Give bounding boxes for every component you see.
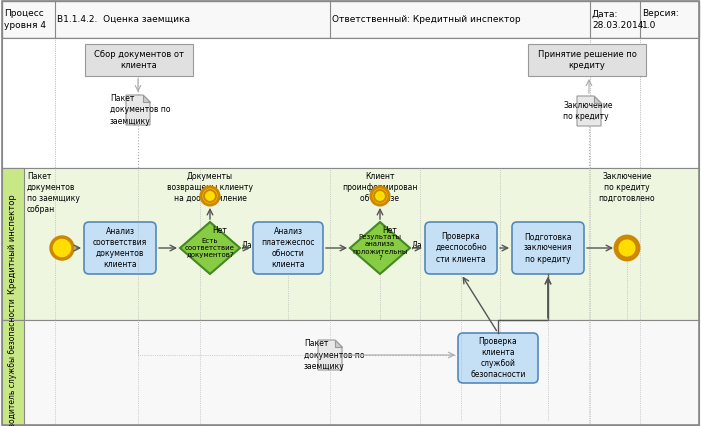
Text: B1.1.4.2.  Оценка заемщика: B1.1.4.2. Оценка заемщика: [57, 15, 190, 24]
Circle shape: [616, 237, 638, 259]
Bar: [2, 1, 699, 38]
Text: Анализ
соответствия
документов
клиента: Анализ соответствия документов клиента: [93, 227, 147, 269]
Polygon shape: [180, 222, 240, 274]
Text: Проверка
клиента
службой
безопасности: Проверка клиента службой безопасности: [470, 337, 526, 379]
FancyBboxPatch shape: [425, 222, 497, 274]
Text: Нет: Нет: [212, 226, 227, 235]
FancyBboxPatch shape: [458, 333, 538, 383]
Text: Пакет
документов по
заемщику: Пакет документов по заемщику: [304, 340, 365, 371]
Bar: [2, 38, 699, 168]
FancyBboxPatch shape: [512, 222, 584, 274]
Polygon shape: [318, 340, 342, 370]
Text: Проверка
дееспособно
сти клиента: Проверка дееспособно сти клиента: [435, 233, 486, 264]
FancyBboxPatch shape: [84, 222, 156, 274]
Circle shape: [371, 187, 389, 205]
Text: Пакет
документов
по заемщику
собран: Пакет документов по заемщику собран: [27, 172, 80, 214]
Bar: [2, 320, 699, 425]
Polygon shape: [143, 95, 150, 102]
Text: Процесс
уровня 4: Процесс уровня 4: [4, 9, 46, 29]
Text: Дата:
28.03.2014: Дата: 28.03.2014: [592, 9, 644, 29]
Text: Версия:
1.0: Версия: 1.0: [642, 9, 679, 29]
Text: Руководитель службы безопасности: Руководитель службы безопасности: [8, 299, 18, 426]
Text: Анализ
платежеспос
обности
клиента: Анализ платежеспос обности клиента: [261, 227, 315, 269]
Text: Принятие решение по
кредиту: Принятие решение по кредиту: [538, 50, 637, 70]
Polygon shape: [126, 95, 150, 125]
Polygon shape: [335, 340, 342, 347]
Polygon shape: [350, 222, 410, 274]
FancyBboxPatch shape: [253, 222, 323, 274]
Text: Есть
соответствие
документов?: Есть соответствие документов?: [185, 238, 235, 258]
Circle shape: [51, 237, 73, 259]
Bar: [2, 168, 699, 320]
Bar: [528, 44, 646, 76]
Bar: [2, 320, 24, 425]
Text: Кредитный инспектор: Кредитный инспектор: [8, 194, 18, 294]
Text: Клиент
проинформирован
об отказе: Клиент проинформирован об отказе: [342, 172, 418, 203]
Text: Заключение
по кредиту
подготовлено: Заключение по кредиту подготовлено: [599, 172, 655, 203]
Bar: [85, 44, 193, 76]
Text: Заключение
по кредиту: Заключение по кредиту: [563, 101, 613, 121]
Text: Нет: Нет: [382, 226, 397, 235]
Text: Ответственный: Кредитный инспектор: Ответственный: Кредитный инспектор: [332, 15, 521, 24]
Bar: [2, 168, 24, 320]
Text: Да: Да: [242, 241, 253, 250]
Text: Пакет
документов по
заемщику: Пакет документов по заемщику: [110, 95, 170, 126]
Polygon shape: [577, 96, 601, 126]
Text: Документы
возвращены клиенту
на дооформление: Документы возвращены клиенту на дооформл…: [167, 172, 253, 203]
Polygon shape: [594, 96, 601, 103]
Text: Сбор документов от
клиента: Сбор документов от клиента: [94, 50, 184, 70]
Text: Да: Да: [412, 241, 423, 250]
Text: Подготовка
заключения
по кредиту: Подготовка заключения по кредиту: [524, 233, 572, 264]
Circle shape: [201, 187, 219, 205]
Text: Результаты
анализа
положительны
?: Результаты анализа положительны ?: [353, 234, 408, 262]
